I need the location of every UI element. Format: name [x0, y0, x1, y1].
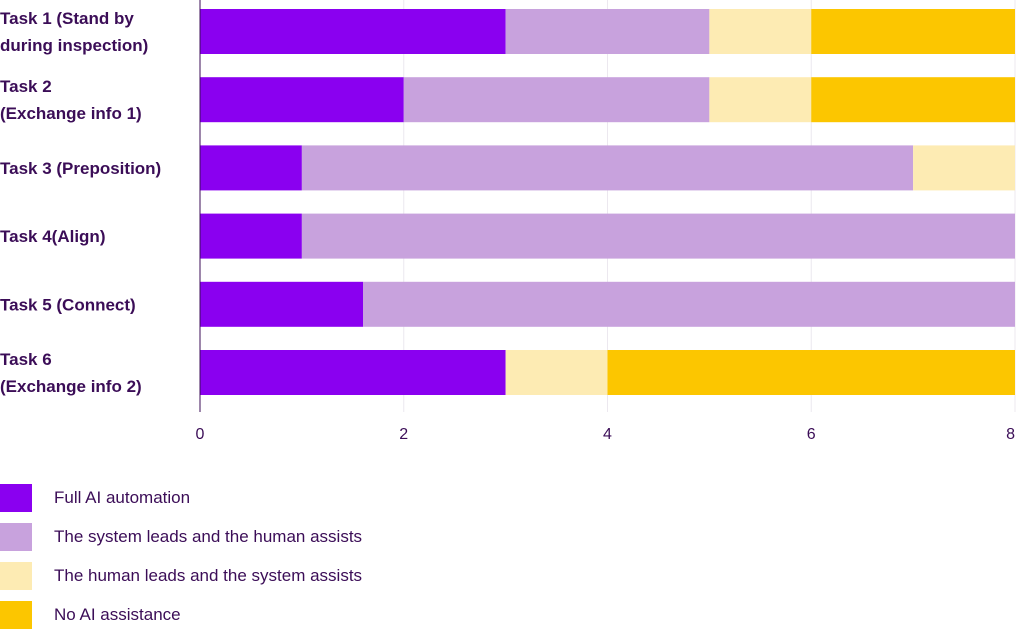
x-axis: 0 2 4 6 8	[196, 0, 1015, 443]
legend-swatch	[0, 483, 32, 512]
category-label-line: Task 2	[0, 77, 52, 96]
category-label-line: (Exchange info 2)	[0, 377, 142, 396]
bar-segment	[403, 77, 710, 123]
category-label-line: Task 5 (Connect)	[0, 295, 136, 314]
category-label-line: (Exchange info 1)	[0, 104, 142, 123]
category-label-line: Task 1 (Stand by	[0, 9, 134, 28]
category-label: Task 1 (Stand by during inspection)	[0, 9, 148, 55]
legend-label: Full AI automation	[54, 487, 191, 507]
bar-segment	[709, 77, 812, 123]
category-label: Task 3 (Preposition)	[0, 159, 161, 178]
legend-item-system-leads: The system leads and the human assists	[0, 517, 362, 556]
stacked-bar-chart: Task 1 (Stand by during inspection) Task 2…	[0, 0, 1016, 443]
bar-segment	[301, 145, 914, 191]
legend-swatch	[0, 600, 32, 629]
bar-segment	[200, 9, 506, 54]
legend-item-no-ai-assistance: No AI assistance	[0, 595, 362, 634]
bar-segment	[200, 350, 506, 395]
category-label-line: during inspection)	[0, 36, 148, 55]
legend-item-full-ai-automation: Full AI automation	[0, 478, 362, 517]
bar-segment	[301, 213, 1015, 259]
category-label: Task 6 (Exchange info 2)	[0, 350, 142, 396]
bar-segment	[913, 145, 1015, 191]
bar-segment	[709, 9, 812, 54]
category-label-line: Task 6	[0, 350, 52, 369]
bar-segment	[363, 281, 1015, 327]
legend-label: No AI assistance	[54, 604, 181, 624]
x-tick-label: 2	[399, 426, 408, 443]
legend-swatch	[0, 561, 32, 590]
bar-segment	[505, 9, 710, 54]
gridlines	[403, 0, 1016, 412]
legend-label: The system leads and the human assists	[54, 526, 363, 546]
category-labels: Task 1 (Stand by during inspection) Task 2…	[0, 9, 161, 396]
bar-segment	[200, 77, 404, 123]
x-tick-label: 4	[603, 426, 612, 443]
x-tick-label: 8	[1006, 426, 1015, 443]
category-label-line: Task 3 (Preposition)	[0, 159, 161, 178]
legend-swatch	[0, 522, 32, 551]
category-label: Task 4(Align)	[0, 227, 105, 246]
bar-segment	[811, 77, 1015, 123]
bar-segment	[200, 281, 363, 327]
bar-segment	[505, 350, 608, 395]
category-label-line: Task 4(Align)	[0, 227, 105, 246]
x-tick-label: 0	[196, 426, 205, 443]
x-tick-label: 6	[807, 426, 816, 443]
legend: Full AI automation The system leads and …	[0, 478, 362, 634]
bar-segment	[200, 213, 302, 259]
legend-item-human-leads: The human leads and the system assists	[0, 556, 362, 595]
legend-label: The human leads and the system assists	[54, 565, 363, 585]
category-label: Task 2 (Exchange info 1)	[0, 77, 142, 123]
category-label: Task 5 (Connect)	[0, 295, 136, 314]
bar-segment	[200, 145, 302, 191]
bar-segment	[811, 9, 1015, 54]
bars	[200, 9, 1015, 395]
bar-segment	[607, 350, 1015, 395]
